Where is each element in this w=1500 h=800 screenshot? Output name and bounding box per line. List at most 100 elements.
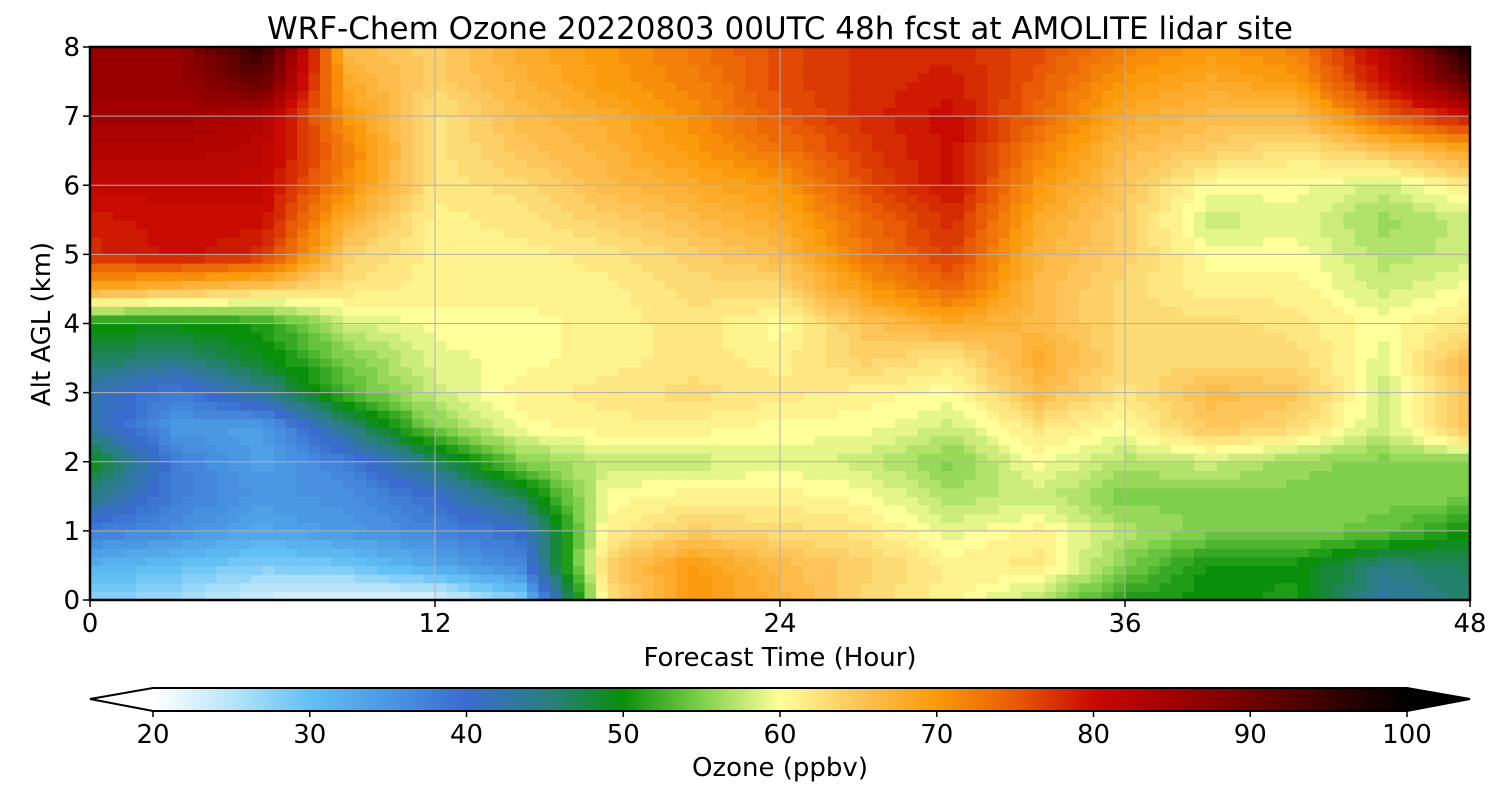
ozone-cell [538,444,551,454]
ozone-cell [1113,263,1126,273]
ozone-cell [228,280,241,290]
ozone-cell [458,513,471,523]
ozone-cell [1194,280,1207,290]
ozone-cell [377,314,390,325]
ozone-cell [768,582,781,592]
ozone-cell [377,366,390,376]
ozone-cell [653,401,666,411]
ozone-cell [1079,496,1092,506]
ozone-cell [297,383,310,394]
ozone-cell [504,332,517,342]
ozone-cell [642,340,655,351]
ozone-cell [239,582,252,592]
ozone-cell [1010,548,1023,558]
ozone-cell [768,288,781,299]
ozone-cell [124,280,137,290]
ozone-cell [607,237,620,247]
ozone-cell [159,237,172,247]
ozone-cell [205,427,218,437]
ozone-cell [1010,574,1023,584]
ozone-cell [193,314,206,325]
ozone-cell [803,375,816,385]
ozone-cell [147,444,160,454]
ozone-cell [1010,297,1023,307]
ozone-cell [1067,297,1080,307]
ozone-cell [791,556,804,567]
ozone-cell [734,314,747,325]
ozone-cell [883,409,896,420]
ozone-cell [147,314,160,325]
ozone-cell [929,504,942,515]
ozone-cell [964,297,977,307]
ozone-cell [251,435,264,446]
ozone-cell [228,332,241,342]
ozone-cell [1079,548,1092,558]
ozone-cell [90,565,103,575]
ozone-cell [964,496,977,506]
ozone-cell [1366,444,1379,454]
ozone-cell [1309,548,1322,558]
ozone-cell [1447,297,1460,307]
ozone-cell [1044,375,1057,385]
ozone-cell [274,591,287,600]
ozone-cell [1401,280,1414,290]
ozone-cell [1343,539,1356,549]
ozone-cell [1125,254,1138,264]
ozone-cell [285,453,298,463]
ozone-cell [665,297,678,307]
ozone-cell [1366,522,1379,532]
ozone-cell [1435,418,1448,428]
ozone-cell [1044,530,1057,541]
ozone-cell [860,288,873,299]
ozone-cell [182,254,195,264]
ozone-cell [320,340,333,351]
ozone-cell [251,556,264,567]
ozone-cell [193,237,206,247]
ozone-cell [400,375,413,385]
ozone-cell [745,323,758,333]
ozone-cell [193,254,206,264]
ozone-cell [1240,383,1253,394]
ozone-cell [90,574,103,584]
ozone-cell [446,245,459,255]
ozone-cell [688,401,701,411]
ozone-cell [1447,306,1460,316]
ozone-cell [596,366,609,376]
ozone-cell [331,565,344,575]
ozone-cell [895,427,908,437]
ozone-cell [975,288,988,299]
ozone-cell [1125,271,1138,281]
ozone-cell [1343,548,1356,558]
ozone-cell [377,254,390,264]
ozone-cell [1297,297,1310,307]
ozone-cell [1056,556,1069,567]
ozone-cell [1309,470,1322,480]
ozone-cell [1435,556,1448,567]
ozone-cell [389,288,402,299]
ozone-cell [918,444,931,454]
ozone-cell [1447,470,1460,480]
ozone-cell [1079,504,1092,515]
ozone-cell [1401,340,1414,351]
ozone-cell [653,332,666,342]
ozone-cell [1412,427,1425,437]
ozone-cell [90,349,103,359]
ozone-cell [1389,306,1402,316]
ozone-cell [262,254,275,264]
ozone-cell [228,271,241,281]
ozone-cell [791,237,804,247]
ozone-cell [653,245,666,255]
ozone-cell [412,323,425,333]
ozone-cell [492,548,505,558]
ozone-cell [159,582,172,592]
ozone-cell [1366,392,1379,402]
ozone-cell [872,513,885,523]
ozone-cell [1447,383,1460,394]
ozone-cell [354,323,367,333]
ozone-cell [1401,479,1414,489]
ozone-cell [722,556,735,567]
ozone-cell [573,582,586,592]
ozone-cell [688,254,701,264]
ozone-cell [561,375,574,385]
ozone-cell [1251,332,1264,342]
